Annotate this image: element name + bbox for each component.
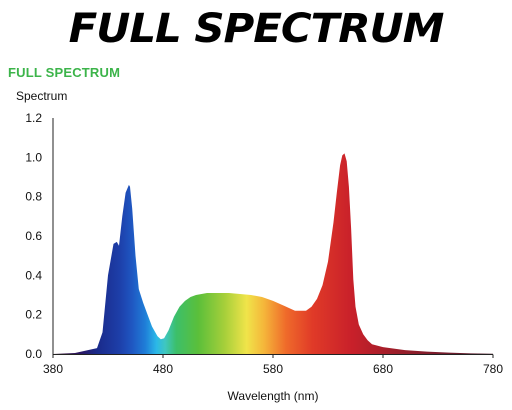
spectrum-area — [53, 153, 493, 354]
x-tick-label: 380 — [43, 362, 63, 376]
y-tick-label: 1.2 — [25, 111, 42, 125]
x-axis-label: Wavelength (nm) — [228, 389, 319, 403]
y-tick-label: 0.0 — [25, 347, 42, 361]
y-tick-labels: 0.0 0.2 0.4 0.6 0.8 1.0 1.2 — [25, 111, 42, 361]
y-tick-label: 0.2 — [25, 308, 42, 322]
y-axis-label: Spectrum — [16, 89, 68, 103]
chart-subtitle: FULL SPECTRUM — [8, 65, 121, 80]
y-tick-label: 0.4 — [25, 268, 42, 282]
y-tick-label: 1.0 — [25, 150, 42, 164]
x-tick-label: 480 — [153, 362, 173, 376]
y-tick-label: 0.8 — [25, 190, 42, 204]
x-tick-label: 580 — [263, 362, 283, 376]
x-tick-label: 680 — [373, 362, 393, 376]
x-tick-label: 780 — [483, 362, 503, 376]
x-tick-labels: 380 480 580 680 780 — [43, 354, 503, 376]
banner-title: FULL SPECTRUM — [68, 6, 445, 52]
plot-area — [53, 153, 493, 354]
y-tick-label: 0.6 — [25, 229, 42, 243]
